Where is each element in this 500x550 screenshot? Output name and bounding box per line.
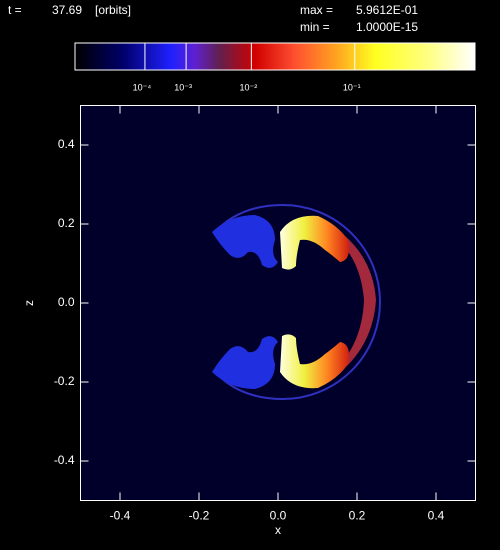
colorbar-tick-label: 10⁻³ [174, 82, 192, 92]
time-value: 37.69 [52, 3, 82, 17]
y-axis-label: z [22, 300, 36, 306]
blob [280, 215, 349, 270]
shock-shell [318, 218, 376, 387]
x-tick-label: 0.2 [349, 509, 366, 523]
time-unit: [orbits] [95, 3, 131, 17]
y-tick-label: -0.4 [54, 453, 75, 467]
plot-area [80, 105, 476, 501]
blob [212, 215, 278, 268]
y-tick-label: 0.0 [58, 295, 75, 309]
x-axis-label: x [275, 523, 281, 537]
x-tick-label: -0.4 [110, 509, 131, 523]
max-value: 5.9612E-01 [356, 3, 418, 17]
min-value: 1.0000E-15 [356, 20, 418, 34]
y-tick-label: -0.2 [54, 374, 75, 388]
blob [212, 336, 278, 389]
header: t = 37.69 [orbits] max = 5.9612E-01 min … [8, 3, 418, 34]
max-label: max = [300, 3, 333, 17]
x-tick-label: 0.0 [270, 509, 287, 523]
x-tick-label: -0.2 [189, 509, 210, 523]
min-label: min = [300, 20, 330, 34]
density-field [212, 203, 381, 401]
colorbar-tick-label: 10⁻⁴ [133, 82, 152, 92]
colorbar-tick-label: 10⁻¹ [343, 82, 361, 92]
y-tick-label: 0.2 [58, 216, 75, 230]
colorbar [74, 42, 476, 71]
blob [280, 334, 349, 389]
time-label: t = [8, 3, 22, 17]
shock-front [214, 203, 381, 401]
x-tick-label: 0.4 [428, 509, 445, 523]
y-tick-label: 0.4 [58, 137, 75, 151]
colorbar-tick-label: 10⁻² [239, 82, 257, 92]
